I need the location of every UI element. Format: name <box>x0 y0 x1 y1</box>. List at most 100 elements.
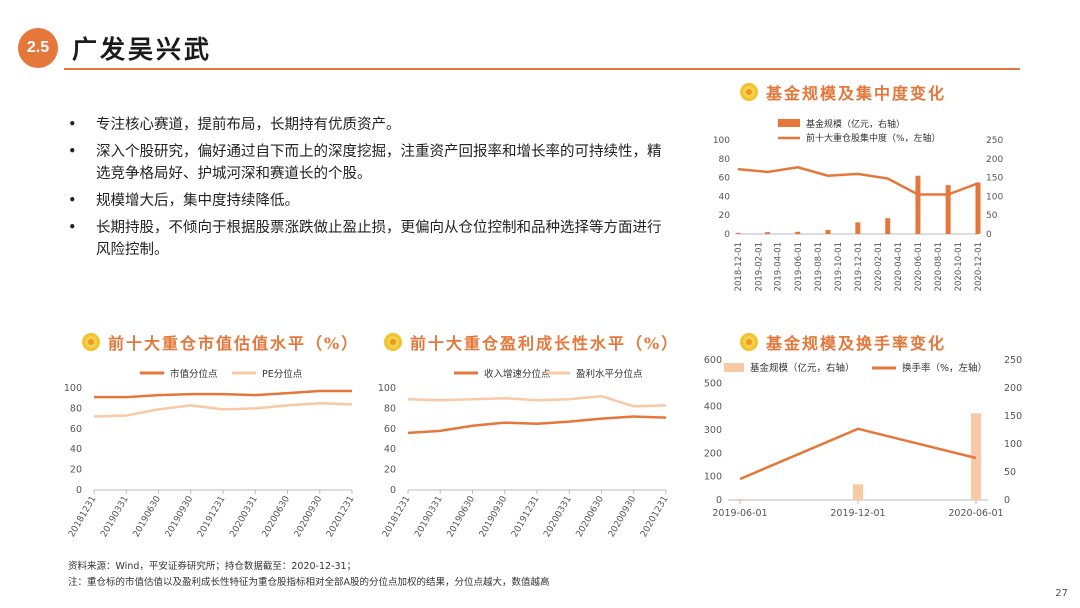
bar <box>825 229 831 234</box>
bar <box>855 222 861 234</box>
y-left-tick-label: 600 <box>704 355 722 366</box>
y-tick-label: 20 <box>70 465 82 476</box>
x-tick-label: 20190630 <box>446 494 478 539</box>
legend-label: 前十大重仓股集中度（%，左轴） <box>806 132 941 144</box>
y-left-tick-label: 300 <box>704 425 722 436</box>
legend-label: 盈利水平分位点 <box>576 368 643 380</box>
x-tick-label: 20190930 <box>478 494 510 539</box>
y-right-tick-label: 150 <box>1004 411 1022 422</box>
y-tick-label: 60 <box>384 424 396 435</box>
y-tick-label: 80 <box>70 403 82 414</box>
y-left-tick-label: 80 <box>719 155 731 165</box>
x-tick-label: 20190331 <box>413 495 445 540</box>
page-title: 广发吴兴武 <box>72 35 213 64</box>
chart1-scale-concentration: 基金规模（亿元，右轴）前十大重仓股集中度（%，左轴）10080604020025… <box>713 118 1004 291</box>
y-right-tick-label: 50 <box>1004 467 1016 478</box>
y-left-tick-label: 0 <box>716 495 722 506</box>
y-left-tick-label: 500 <box>704 378 722 389</box>
y-tick-label: 0 <box>390 485 396 496</box>
bullet-circle-icon <box>740 83 758 101</box>
y-right-tick-label: 200 <box>1004 383 1022 394</box>
bullet-item: 长期持股，不倾向于根据股票涨跌做止盈止损，更偏向从仓位控制和品种选择等方面进行风… <box>68 217 668 261</box>
x-tick-label: 2019-12-01 <box>830 508 885 519</box>
y-right-tick-label: 150 <box>986 174 1003 184</box>
legend-label: 基金规模（亿元，右轴） <box>806 118 905 130</box>
x-tick-label: 20190930 <box>164 494 196 539</box>
x-tick-label: 20181231 <box>381 495 413 540</box>
y-left-tick-label: 400 <box>704 402 722 413</box>
chart3-title: 前十大重仓盈利成长性水平（%） <box>410 334 680 353</box>
legend-label: PE分位点 <box>262 368 303 380</box>
series-line <box>93 402 353 418</box>
bar <box>915 175 921 234</box>
y-left-tick-label: 20 <box>719 211 731 221</box>
x-tick-label: 2019-12-01 <box>854 242 864 291</box>
series-line <box>737 165 979 196</box>
bullet-circle-icon <box>740 333 758 351</box>
x-tick-label: 20200630 <box>575 494 607 539</box>
y-right-tick-label: 100 <box>986 192 1003 202</box>
bar <box>735 232 741 234</box>
legend-label: 换手率（%，左轴） <box>902 362 987 374</box>
x-tick-label: 20200930 <box>607 494 639 539</box>
x-tick-label: 2018-12-01 <box>734 242 744 291</box>
y-right-tick-label: 100 <box>1004 439 1022 450</box>
y-tick-label: 60 <box>70 424 82 435</box>
y-left-tick-label: 60 <box>719 174 731 184</box>
bar <box>975 182 981 234</box>
series-line <box>407 415 667 435</box>
bar <box>795 231 801 234</box>
bar <box>735 498 745 500</box>
y-tick-label: 100 <box>64 383 82 394</box>
y-right-tick-label: 200 <box>986 155 1003 165</box>
y-tick-label: 0 <box>76 485 82 496</box>
bullet-circle-icon <box>384 333 402 351</box>
y-left-tick-label: 0 <box>724 230 730 240</box>
x-tick-label: 20200331 <box>542 495 574 540</box>
chart2-title: 前十大重仓市值估值水平（%） <box>108 334 360 353</box>
bar <box>765 232 771 234</box>
y-tick-label: 40 <box>384 444 396 455</box>
x-tick-label: 20191231 <box>510 495 542 540</box>
x-tick-label: 2019-06-01 <box>712 508 767 519</box>
x-tick-label: 20200331 <box>228 495 260 540</box>
y-right-tick-label: 50 <box>986 211 998 221</box>
y-left-tick-label: 40 <box>719 192 731 202</box>
y-tick-label: 20 <box>384 465 396 476</box>
y-left-tick-label: 200 <box>704 448 722 459</box>
bullet-list: 专注核心赛道，提前布局，长期持有优质资产。 深入个股研究，偏好通过自下而上的深度… <box>68 114 668 266</box>
legend-bar-swatch <box>724 363 744 372</box>
x-tick-label: 2019-08-01 <box>814 242 824 291</box>
y-tick-label: 40 <box>70 444 82 455</box>
series-line <box>739 427 977 481</box>
section-number-badge: 2.5 <box>18 28 58 68</box>
chart3-header: 前十大重仓盈利成长性水平（%） <box>384 330 679 354</box>
x-tick-label: 20181231 <box>67 495 99 540</box>
chart4-scale-turnover: 基金规模（亿元，右轴） 换手率（%，左轴）60050040030020010002… <box>704 355 1022 519</box>
x-tick-label: 20201231 <box>639 495 671 540</box>
chart4-title: 基金规模及换手率变化 <box>766 334 947 353</box>
x-tick-label: 20200630 <box>261 494 293 539</box>
series-line <box>94 389 352 399</box>
x-tick-label: 20190331 <box>99 495 131 540</box>
x-tick-label: 2020-06-01 <box>914 242 924 291</box>
x-tick-label: 2020-02-01 <box>874 242 884 291</box>
y-left-tick-label: 100 <box>704 472 722 483</box>
x-tick-label: 20191231 <box>196 495 228 540</box>
y-left-tick-label: 100 <box>713 136 730 146</box>
x-tick-label: 2020-06-01 <box>948 508 1003 519</box>
x-tick-label: 2019-06-01 <box>794 242 804 291</box>
x-tick-label: 2019-02-01 <box>754 242 764 291</box>
x-tick-label: 2019-10-01 <box>834 242 844 291</box>
legend-label: 市值分位点 <box>170 368 218 380</box>
bar <box>945 185 951 234</box>
chart4-header: 基金规模及换手率变化 <box>740 330 946 354</box>
source-note: 资料来源：Wind，平安证券研究所；持仓数据截至：2020-12-31； <box>68 561 357 572</box>
x-tick-label: 2019-04-01 <box>774 242 784 291</box>
title-divider <box>64 68 1020 70</box>
bar <box>853 484 863 500</box>
chart2-header: 前十大重仓市值估值水平（%） <box>82 330 359 354</box>
chart1-header: 基金规模及集中度变化 <box>740 80 946 104</box>
